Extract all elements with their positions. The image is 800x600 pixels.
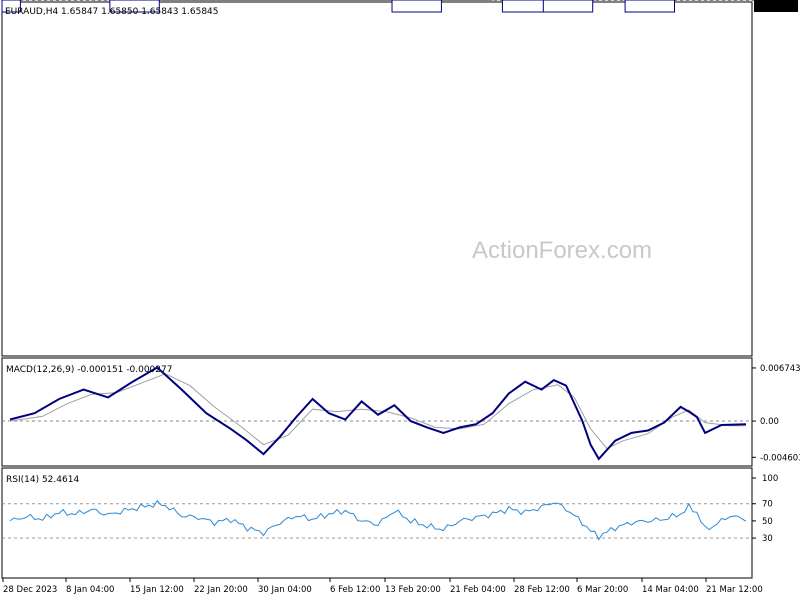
x-tick-label: 30 Jan 04:00 <box>258 585 312 595</box>
macd-signal-series <box>9 373 746 450</box>
rsi-indicator-label: RSI(14) 52.4614 <box>6 475 79 485</box>
price-label-box <box>542 0 594 13</box>
price-label: 1.66770 <box>628 0 663 3</box>
macd-tick-label: 0.006743 <box>760 364 800 374</box>
x-tick-label: 21 Mar 12:00 <box>706 585 763 595</box>
price-label: 70 <box>5 0 16 3</box>
x-tick-label: 28 Feb 12:00 <box>514 585 570 595</box>
price-label-box <box>109 0 160 13</box>
support-tag <box>754 0 798 12</box>
rsi-tick-label: 50 <box>762 517 773 527</box>
rsi-tick-label: 70 <box>762 500 773 510</box>
price-label: 1.64500 <box>395 0 430 3</box>
x-tick-label: 14 Mar 04:00 <box>642 585 699 595</box>
rsi-pane: 100 70 50 30 <box>2 474 778 544</box>
price-label: 1.66710 <box>113 0 148 3</box>
price-label-box <box>391 0 442 13</box>
price-pane: 1.673651.666101.661351.655051.648901.642… <box>1 0 798 13</box>
rsi-tick-label: 30 <box>762 534 773 544</box>
macd-macd-series <box>9 366 747 461</box>
support-label: 1.64390 <box>757 0 792 3</box>
macd-tick-label: -0.004603 <box>760 453 800 463</box>
price-label: 1.64390 <box>546 0 581 3</box>
x-tick-label: 22 Jan 20:00 <box>194 585 248 595</box>
x-tick-label: 13 Feb 20:00 <box>385 585 441 595</box>
x-tick-label: 6 Mar 20:00 <box>577 585 628 595</box>
x-tick-label: 28 Dec 2023 <box>3 585 57 595</box>
macd-pane: 0.006743 0.00 -0.004603 <box>2 364 800 463</box>
x-axis: 28 Dec 2023 8 Jan 04:00 15 Jan 12:00 22 Jan… <box>2 578 763 595</box>
pane-border-0 <box>1 1 753 357</box>
x-tick-label: 15 Jan 12:00 <box>130 585 184 595</box>
price-label: 1.67420 <box>505 0 540 3</box>
x-tick-label: 21 Feb 04:00 <box>450 585 506 595</box>
price-label-box <box>624 0 675 13</box>
pane-border-1 <box>1 357 753 467</box>
rsi-series <box>9 499 747 541</box>
price-label-box <box>1 0 21 13</box>
watermark: ActionForex.com <box>472 237 652 264</box>
symbol-label: EURAUD,H4 1.65847 1.65850 1.65843 1.6584… <box>5 7 219 17</box>
x-tick-label: 6 Feb 12:00 <box>330 585 380 595</box>
macd-tick-label: 0.00 <box>760 417 779 427</box>
x-tick-label: 8 Jan 04:00 <box>66 585 114 595</box>
macd-indicator-label: MACD(12,26,9) -0.000151 -0.000277 <box>6 365 172 375</box>
pane-border-2 <box>1 467 753 579</box>
chart-frame <box>1 1 753 579</box>
rsi-tick-label: 100 <box>762 474 778 484</box>
